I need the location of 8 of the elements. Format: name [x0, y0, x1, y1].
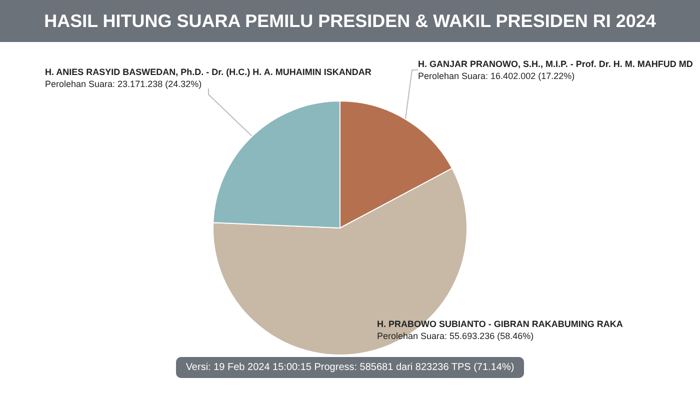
slice-label: H. PRABOWO SUBIANTO - GIBRAN RAKABUMING RAKA [377, 319, 624, 329]
slice-label: H. ANIES RASYID BASWEDAN, Ph.D. - Dr. (H.C.) H. A. MUHAIMIN ISKANDAR [45, 67, 372, 77]
chart-title: HASIL HITUNG SUARA PEMILU PRESIDEN & WAKIL PRESIDEN RI 2024 [0, 0, 700, 42]
text: Versi: 19 Feb 2024 15:00:15 Progress: 585681 dari 823236 TPS (71.14%) [176, 357, 524, 378]
data-label: Perolehan Suara: 23.171.238 (24.32%) [45, 79, 202, 89]
data-label: Perolehan Suara: 55.693.236 (58.46%) [377, 331, 534, 341]
slice-label: H. GANJAR PRANOWO, S.H., M.I.P. - Prof. Dr. H. M. MAHFUD MD [418, 59, 694, 69]
data-label: Perolehan Suara: 16.402.002 (17.22%) [418, 71, 575, 81]
